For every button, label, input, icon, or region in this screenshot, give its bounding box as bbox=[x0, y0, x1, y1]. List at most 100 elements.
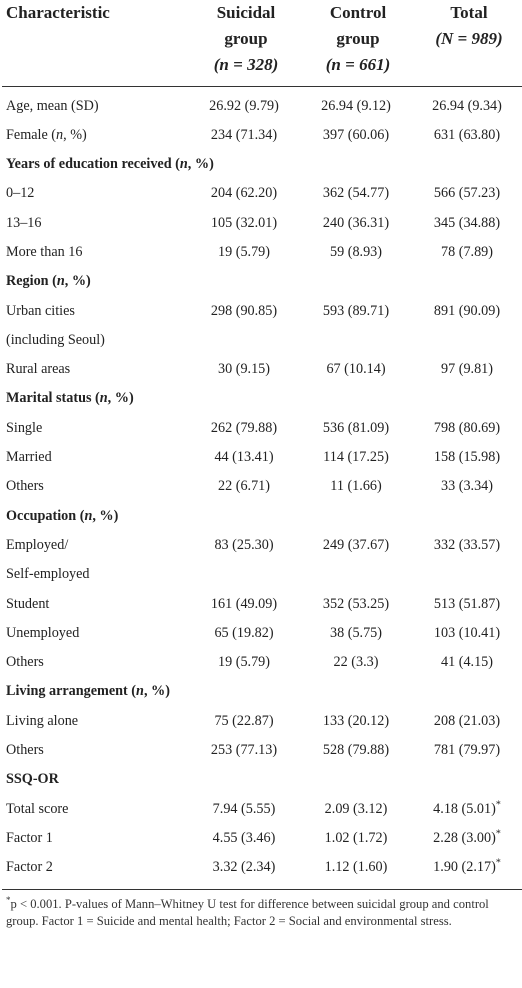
row-label: Factor 1 bbox=[6, 829, 53, 846]
cell-control: 352 (53.25) bbox=[322, 595, 390, 612]
table-row: 13–16 105 (32.01) 240 (36.31) 345 (34.88… bbox=[2, 209, 522, 238]
cell-suicidal: 75 (22.87) bbox=[214, 712, 274, 729]
cell-control: 397 (60.06) bbox=[322, 126, 390, 143]
cell-control: 11 (1.66) bbox=[330, 478, 382, 495]
cell-total: 781 (79.97) bbox=[433, 742, 501, 759]
section-header-row: Occupation (n, %) bbox=[2, 502, 522, 531]
cell-control: 2.09 (3.12) bbox=[324, 800, 388, 817]
table-footnote: *p < 0.001. P-values of Mann–Whitney U t… bbox=[2, 890, 522, 931]
row-label: Urban cities (including Seoul) bbox=[6, 302, 105, 348]
row-label: Others bbox=[6, 654, 44, 671]
cell-total: 78 (7.89) bbox=[440, 243, 493, 260]
section-header-row: Years of education received (n, %) bbox=[2, 150, 522, 179]
table-row: More than 16 19 (5.79) 59 (8.93) 78 (7.8… bbox=[2, 238, 522, 267]
header-suicidal-group: Suicidal group (n = 328) bbox=[188, 0, 300, 86]
cell-control: 114 (17.25) bbox=[323, 449, 389, 466]
cell-suicidal: 3.32 (2.34) bbox=[212, 859, 276, 876]
table-row: Others 253 (77.13) 528 (79.88) 781 (79.9… bbox=[2, 736, 522, 765]
header-total-n: (N = 989) bbox=[435, 29, 503, 48]
cell-control: 59 (8.93) bbox=[329, 243, 382, 260]
section-living: Living arrangement (n, %) bbox=[6, 683, 170, 700]
section-header-row: Living arrangement (n, %) bbox=[2, 677, 522, 706]
row-label: Unemployed bbox=[6, 624, 80, 641]
cell-total: 158 (15.98) bbox=[433, 449, 501, 466]
cell-control: 528 (79.88) bbox=[322, 742, 390, 759]
cell-suicidal: 298 (90.85) bbox=[210, 302, 278, 319]
header-control-line1: Control bbox=[329, 3, 387, 22]
cell-control: 240 (36.31) bbox=[322, 214, 390, 231]
cell-total: 345 (34.88) bbox=[433, 214, 501, 231]
cell-control: 249 (37.67) bbox=[322, 536, 390, 553]
cell-suicidal: 19 (5.79) bbox=[217, 243, 270, 260]
cell-suicidal: 22 (6.71) bbox=[217, 478, 270, 495]
table-row: Age, mean (SD) 26.92 (9.79) 26.94 (9.12)… bbox=[2, 86, 522, 121]
section-header-row: Marital status (n, %) bbox=[2, 384, 522, 413]
cell-control: 1.12 (1.60) bbox=[324, 859, 388, 876]
table-row: Factor 2 3.32 (2.34) 1.12 (1.60) 1.90 (2… bbox=[2, 853, 522, 890]
table-header-row: Characteristic Suicidal group (n = 328) … bbox=[2, 0, 522, 86]
cell-control: 22 (3.3) bbox=[333, 654, 379, 671]
section-ssq: SSQ-OR bbox=[6, 771, 59, 788]
row-label: More than 16 bbox=[6, 243, 83, 260]
section-occupation: Occupation (n, %) bbox=[6, 507, 119, 524]
header-suicidal-line1: Suicidal bbox=[216, 3, 276, 22]
row-label: Rural areas bbox=[6, 361, 71, 378]
cell-suicidal: 30 (9.15) bbox=[217, 361, 270, 378]
cell-suicidal: 83 (25.30) bbox=[214, 536, 274, 553]
cell-control: 1.02 (1.72) bbox=[324, 829, 388, 846]
row-label: Married bbox=[6, 449, 52, 466]
significance-mark: * bbox=[495, 857, 501, 869]
cell-suicidal: 105 (32.01) bbox=[210, 214, 278, 231]
cell-total: 1.90 (2.17)* bbox=[433, 857, 501, 876]
table-row: Student 161 (49.09) 352 (53.25) 513 (51.… bbox=[2, 590, 522, 619]
table-row: Others 22 (6.71) 11 (1.66) 33 (3.34) bbox=[2, 472, 522, 501]
row-label: Student bbox=[6, 595, 50, 612]
section-header-row: Region (n, %) bbox=[2, 267, 522, 296]
cell-suicidal: 4.55 (3.46) bbox=[212, 829, 276, 846]
row-label: Age, mean (SD) bbox=[6, 97, 99, 114]
cell-control: 593 (89.71) bbox=[322, 302, 390, 319]
header-control-group: Control group (n = 661) bbox=[300, 0, 412, 86]
cell-suicidal: 7.94 (5.55) bbox=[212, 800, 276, 817]
table-row: Employed/Self-employed 83 (25.30) 249 (3… bbox=[2, 531, 522, 590]
table-row: Living alone 75 (22.87) 133 (20.12) 208 … bbox=[2, 707, 522, 736]
table-row: 0–12 204 (62.20) 362 (54.77) 566 (57.23) bbox=[2, 179, 522, 208]
cell-control: 67 (10.14) bbox=[326, 361, 386, 378]
table-row: Rural areas 30 (9.15) 67 (10.14) 97 (9.8… bbox=[2, 355, 522, 384]
row-label: Female (n, %) bbox=[6, 126, 87, 143]
row-label: 13–16 bbox=[6, 214, 42, 231]
cell-suicidal: 253 (77.13) bbox=[210, 742, 278, 759]
cell-total: 4.18 (5.01)* bbox=[433, 798, 501, 817]
row-label: Others bbox=[6, 742, 44, 759]
cell-total: 33 (3.34) bbox=[440, 478, 493, 495]
section-education: Years of education received (n, %) bbox=[6, 156, 214, 173]
header-total: Total (N = 989) bbox=[412, 0, 522, 86]
header-control-n: (n = 661) bbox=[325, 55, 391, 74]
table-row: Total score 7.94 (5.55) 2.09 (3.12) 4.18… bbox=[2, 795, 522, 824]
table-row: Single 262 (79.88) 536 (81.09) 798 (80.6… bbox=[2, 414, 522, 443]
cell-control: 26.94 (9.12) bbox=[321, 97, 391, 114]
row-label: 0–12 bbox=[6, 185, 35, 202]
cell-total: 332 (33.57) bbox=[433, 536, 501, 553]
cell-suicidal: 26.92 (9.79) bbox=[209, 97, 279, 114]
cell-suicidal: 204 (62.20) bbox=[210, 185, 278, 202]
cell-suicidal: 161 (49.09) bbox=[210, 595, 278, 612]
cell-total: 97 (9.81) bbox=[440, 361, 493, 378]
footnote-text: p < 0.001. P-values of Mann–Whitney U te… bbox=[6, 896, 489, 929]
header-control-line2: group bbox=[336, 29, 380, 48]
table-row: Female (n, %) 234 (71.34) 397 (60.06) 63… bbox=[2, 121, 522, 150]
section-header-row: SSQ-OR bbox=[2, 765, 522, 794]
header-total-line1: Total bbox=[450, 3, 488, 22]
cell-total: 631 (63.80) bbox=[433, 126, 501, 143]
footnote-mark: * bbox=[6, 894, 11, 905]
significance-mark: * bbox=[495, 798, 501, 810]
cell-control: 536 (81.09) bbox=[322, 419, 390, 436]
table-row: Urban cities (including Seoul) 298 (90.85… bbox=[2, 297, 522, 356]
cell-control: 362 (54.77) bbox=[322, 185, 390, 202]
section-marital: Marital status (n, %) bbox=[6, 390, 134, 407]
cell-total: 891 (90.09) bbox=[433, 302, 501, 319]
row-label: Others bbox=[6, 478, 44, 495]
row-label: Factor 2 bbox=[6, 859, 53, 876]
cell-suicidal: 262 (79.88) bbox=[210, 419, 278, 436]
